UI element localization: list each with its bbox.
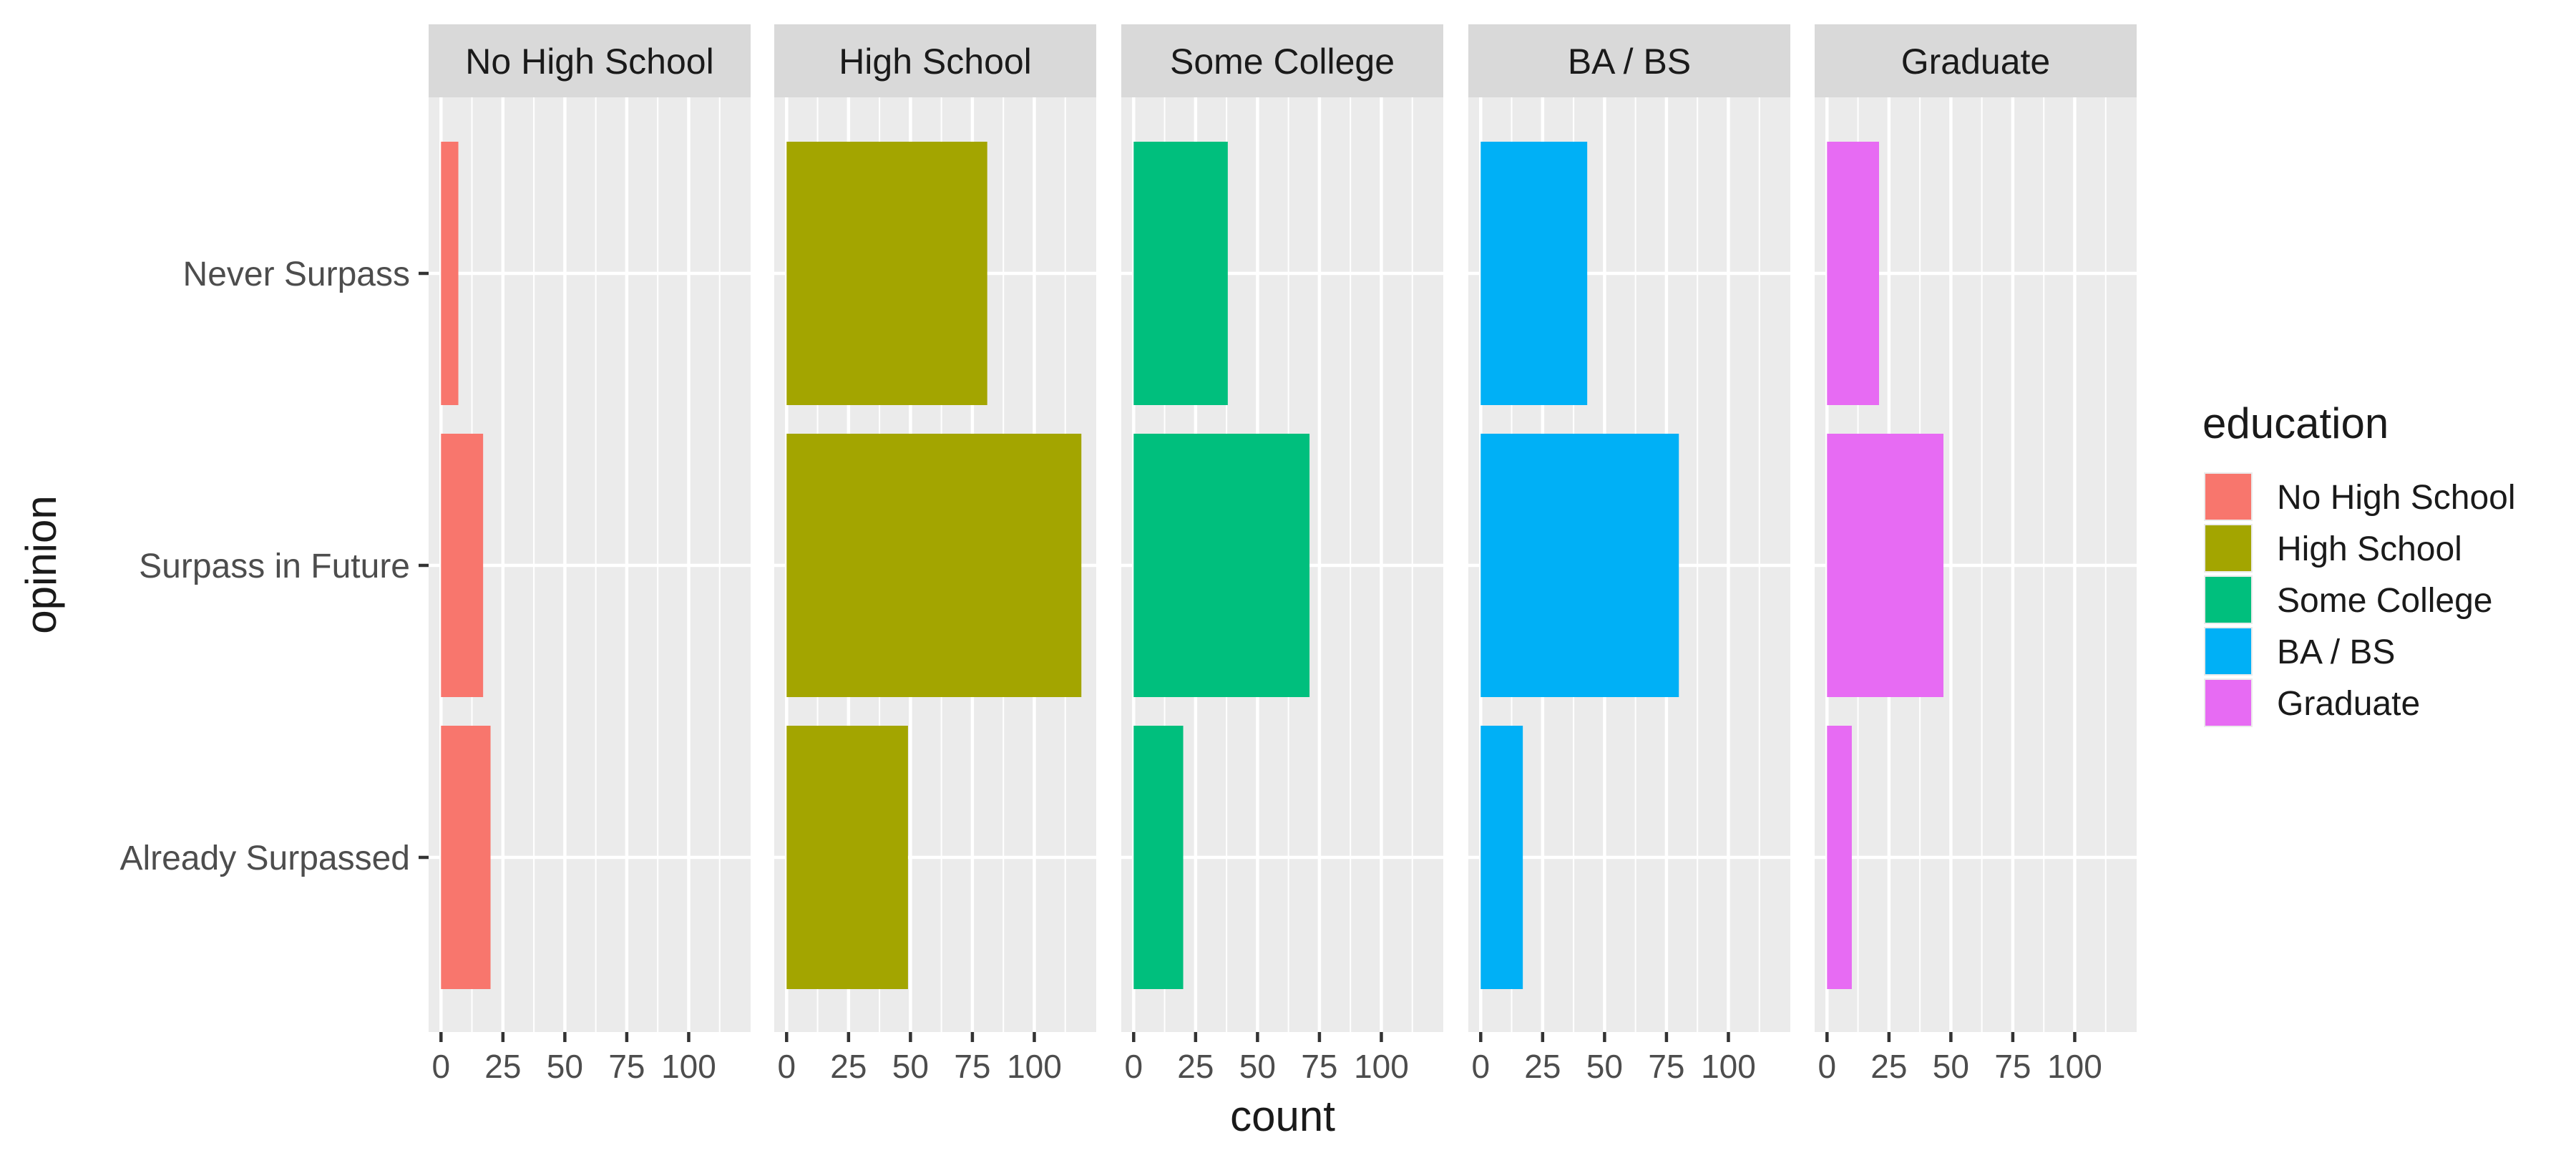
legend-swatch bbox=[2205, 474, 2251, 520]
x-axis-title: count bbox=[1230, 1092, 1335, 1140]
x-tick-label: 75 bbox=[608, 1048, 645, 1085]
x-tick-label: 0 bbox=[1818, 1048, 1837, 1085]
legend-swatch bbox=[2205, 680, 2251, 726]
facet-strip-label: No High School bbox=[465, 42, 713, 82]
legend-label: High School bbox=[2277, 530, 2462, 568]
legend-swatch bbox=[2205, 628, 2251, 674]
legend-label: BA / BS bbox=[2277, 633, 2395, 671]
x-tick-label: 25 bbox=[1870, 1048, 1907, 1085]
x-tick-label: 100 bbox=[2047, 1048, 2102, 1085]
bar-some-college-already-surpassed bbox=[1133, 726, 1184, 989]
x-tick-label: 75 bbox=[1994, 1048, 2031, 1085]
x-tick-label: 75 bbox=[1301, 1048, 1337, 1085]
y-tick-label: Never Surpass bbox=[183, 256, 410, 293]
x-tick-label: 100 bbox=[1354, 1048, 1409, 1085]
x-tick-label: 75 bbox=[954, 1048, 990, 1085]
y-tick-label: Surpass in Future bbox=[139, 548, 410, 585]
legend-swatch bbox=[2205, 577, 2251, 623]
bar-no-high-school-surpass-in-future bbox=[441, 434, 484, 697]
facet-strip-high-school bbox=[774, 24, 1096, 97]
bar-ba-bs-never-surpass bbox=[1480, 142, 1588, 405]
x-tick-label: 100 bbox=[1701, 1048, 1756, 1085]
facet-strip-label: BA / BS bbox=[1568, 42, 1691, 82]
x-tick-label: 100 bbox=[1007, 1048, 1062, 1085]
bar-high-school-never-surpass bbox=[786, 142, 987, 405]
x-tick-label: 50 bbox=[892, 1048, 929, 1085]
legend-title: education bbox=[2202, 399, 2389, 447]
legend-swatch bbox=[2205, 525, 2251, 571]
x-tick-label: 0 bbox=[432, 1048, 451, 1085]
x-tick-label: 50 bbox=[1933, 1048, 1969, 1085]
facet-strip-label: Graduate bbox=[1901, 42, 2050, 82]
x-tick-label: 100 bbox=[661, 1048, 716, 1085]
bar-some-college-never-surpass bbox=[1133, 142, 1228, 405]
x-tick-label: 25 bbox=[830, 1048, 867, 1085]
x-tick-label: 0 bbox=[1472, 1048, 1491, 1085]
y-axis-title: opinion bbox=[17, 495, 65, 634]
facet-strip-graduate bbox=[1815, 24, 2137, 97]
y-tick-label: Already Surpassed bbox=[119, 840, 410, 877]
x-tick-label: 0 bbox=[778, 1048, 796, 1085]
facet-strip-label: Some College bbox=[1170, 42, 1395, 82]
facet-strip-label: High School bbox=[839, 42, 1032, 82]
x-tick-label: 50 bbox=[1239, 1048, 1276, 1085]
x-tick-label: 25 bbox=[484, 1048, 521, 1085]
bar-ba-bs-surpass-in-future bbox=[1480, 434, 1679, 697]
legend-label: Graduate bbox=[2277, 685, 2420, 723]
bar-no-high-school-already-surpassed bbox=[441, 726, 491, 989]
x-tick-label: 25 bbox=[1177, 1048, 1214, 1085]
bar-graduate-never-surpass bbox=[1827, 142, 1879, 405]
x-tick-label: 25 bbox=[1524, 1048, 1561, 1085]
bar-high-school-surpass-in-future bbox=[786, 434, 1082, 697]
bar-some-college-surpass-in-future bbox=[1133, 434, 1310, 697]
facet-strip-no-high-school bbox=[429, 24, 751, 97]
bar-ba-bs-already-surpassed bbox=[1480, 726, 1523, 989]
legend-label: Some College bbox=[2277, 582, 2493, 620]
facet-strip-ba-bs bbox=[1468, 24, 1790, 97]
x-tick-label: 0 bbox=[1125, 1048, 1143, 1085]
legend-label: No High School bbox=[2277, 479, 2516, 517]
x-tick-label: 50 bbox=[1586, 1048, 1623, 1085]
x-tick-label: 75 bbox=[1648, 1048, 1684, 1085]
bar-no-high-school-never-surpass bbox=[441, 142, 459, 405]
bar-high-school-already-surpassed bbox=[786, 726, 908, 989]
x-tick-label: 50 bbox=[547, 1048, 583, 1085]
bar-graduate-surpass-in-future bbox=[1827, 434, 1943, 697]
bar-graduate-already-surpassed bbox=[1827, 726, 1852, 989]
facet-strip-some-college bbox=[1121, 24, 1443, 97]
